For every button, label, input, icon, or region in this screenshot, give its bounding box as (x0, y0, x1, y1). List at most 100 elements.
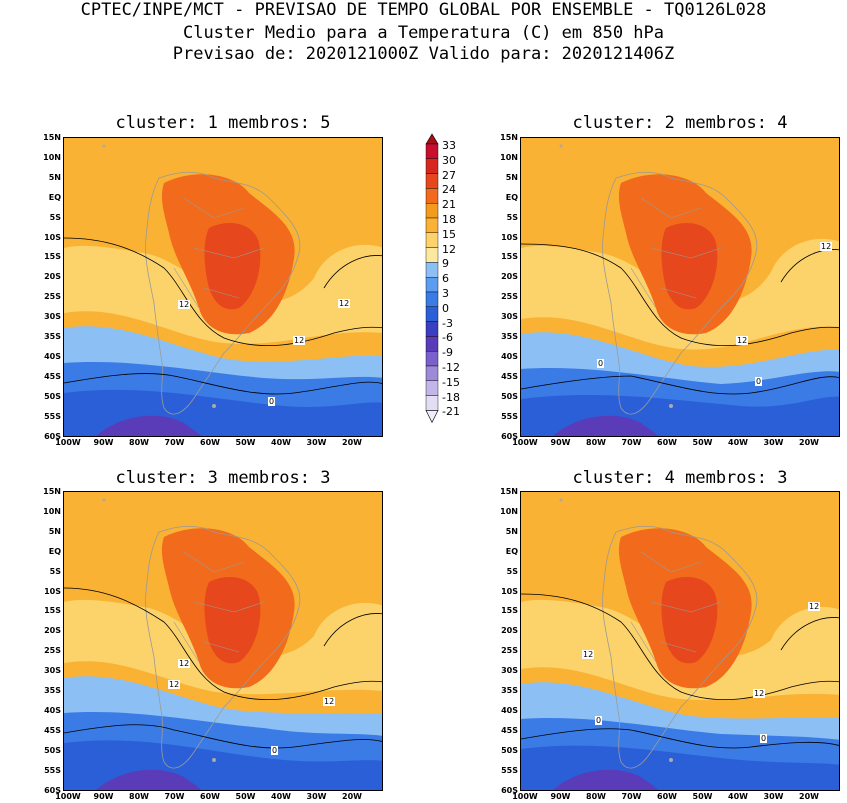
lat-label: 20S (44, 626, 61, 636)
colorbar-swatch (425, 380, 439, 396)
contour-12-east (323, 255, 382, 289)
contour-label: 12 (753, 689, 766, 698)
lat-label: 25S (44, 646, 61, 656)
colorbar-top-arrow (425, 133, 439, 145)
lon-label: 60W (200, 792, 220, 801)
colorbar-swatch (425, 276, 439, 293)
coastline (602, 525, 758, 769)
lat-label: 45S (501, 371, 518, 381)
lat-label: 30S (501, 666, 518, 676)
lon-label: 100W (55, 438, 81, 447)
lat-label: 40S (44, 351, 61, 361)
contour-0 (64, 373, 382, 395)
colorbar-label: 0 (442, 301, 449, 315)
island (212, 758, 216, 762)
country-borders (173, 197, 265, 309)
lat-label: 60S (44, 785, 61, 795)
lon-label: 60W (657, 438, 677, 447)
lon-label: 70W (164, 438, 185, 447)
lon-label: 80W (586, 792, 606, 801)
lon-label: 80W (586, 438, 606, 447)
panel3-title: cluster: 3 membros: 3 (115, 468, 331, 488)
lat-label: 45S (44, 371, 61, 381)
lat-label: 10N (43, 506, 61, 516)
header-title-line1: CPTEC/INPE/MCT - PREVISAO DE TEMPO GLOBA… (80, 0, 767, 20)
colorbar-label: 18 (442, 213, 456, 226)
contour-12-east (323, 613, 382, 647)
header-title-line2: Cluster Medio para a Temperatura (C) em … (182, 23, 665, 43)
lon-label: 90W (550, 792, 571, 801)
colorbar-label: -21 (442, 405, 460, 419)
contour-label: 12 (293, 336, 306, 345)
colorbar-swatch (425, 291, 439, 308)
lon-label: 30W (306, 438, 327, 447)
lon-label: 40W (271, 438, 291, 447)
field-coldest (96, 415, 202, 436)
colorbar-label: -3 (442, 316, 453, 330)
contour-label: 0 (755, 377, 763, 386)
colorbar-label: 30 (442, 153, 456, 167)
colorbar-swatch (425, 365, 439, 382)
lat-label: 10S (501, 586, 518, 596)
colorbar-label: 21 (442, 198, 456, 212)
coastline (602, 171, 758, 415)
lat-label: 5N (505, 172, 518, 182)
colorbar-swatch (425, 217, 439, 234)
lat-label: 35S (501, 332, 518, 341)
lat-label: 10N (500, 506, 518, 516)
lon-label: 20W (342, 438, 362, 447)
lat-label: EQ (48, 546, 61, 556)
field-hotter (661, 223, 718, 310)
contour-label: 12 (178, 659, 191, 668)
lon-label: 30W (306, 792, 327, 801)
lat-label: 10N (43, 152, 61, 162)
lon-label: 100W (512, 792, 538, 801)
lat-label: 35S (44, 332, 61, 341)
colorbar-swatch (425, 247, 439, 263)
lat-label: 50S (44, 745, 61, 755)
lat-label: 60S (44, 431, 61, 441)
lon-label: 80W (129, 792, 149, 801)
lat-label: 30S (501, 312, 518, 322)
colorbar-label: -18 (442, 390, 460, 404)
colorbar-swatch (425, 232, 439, 248)
lat-label: 20S (501, 626, 518, 636)
lat-label: 55S (44, 411, 61, 421)
lon-label: 40W (271, 792, 291, 801)
colorbar-swatch (425, 173, 439, 189)
field-hotter (204, 577, 261, 664)
map-panel-4 (520, 491, 840, 791)
lat-label: 35S (501, 686, 518, 695)
lat-label: 50S (501, 391, 518, 401)
colorbar-swatch (425, 350, 439, 367)
lat-label: 15S (501, 252, 518, 262)
colorbar-swatch (425, 395, 439, 411)
colorbar-label: -9 (442, 346, 453, 360)
lat-label: 15N (500, 133, 518, 142)
lon-label: 20W (799, 438, 819, 447)
colorbar-swatch (425, 306, 439, 322)
colorbar (425, 133, 439, 424)
lon-label: 50W (692, 792, 713, 801)
colorbar-swatch (425, 321, 439, 337)
lat-label: 40S (501, 351, 518, 361)
lat-label: 10S (501, 232, 518, 242)
island (669, 404, 673, 408)
lat-label: 55S (44, 765, 61, 775)
contour-label: 0 (760, 734, 768, 743)
lat-label: 15S (44, 252, 61, 262)
country-borders (173, 551, 265, 663)
island (559, 144, 563, 148)
lat-label: 35S (44, 686, 61, 695)
lat-label: 5N (48, 526, 61, 536)
colorbar-label: 24 (442, 183, 456, 197)
lon-label: 70W (621, 792, 642, 801)
contour-label: 12 (168, 680, 181, 689)
island (212, 404, 216, 408)
colorbar-label: -6 (442, 331, 453, 345)
lon-label: 30W (763, 438, 784, 447)
field-coldest (553, 415, 659, 436)
lon-label: 100W (55, 792, 81, 801)
lon-label: 90W (93, 438, 114, 447)
contour-label: 12 (820, 242, 833, 251)
